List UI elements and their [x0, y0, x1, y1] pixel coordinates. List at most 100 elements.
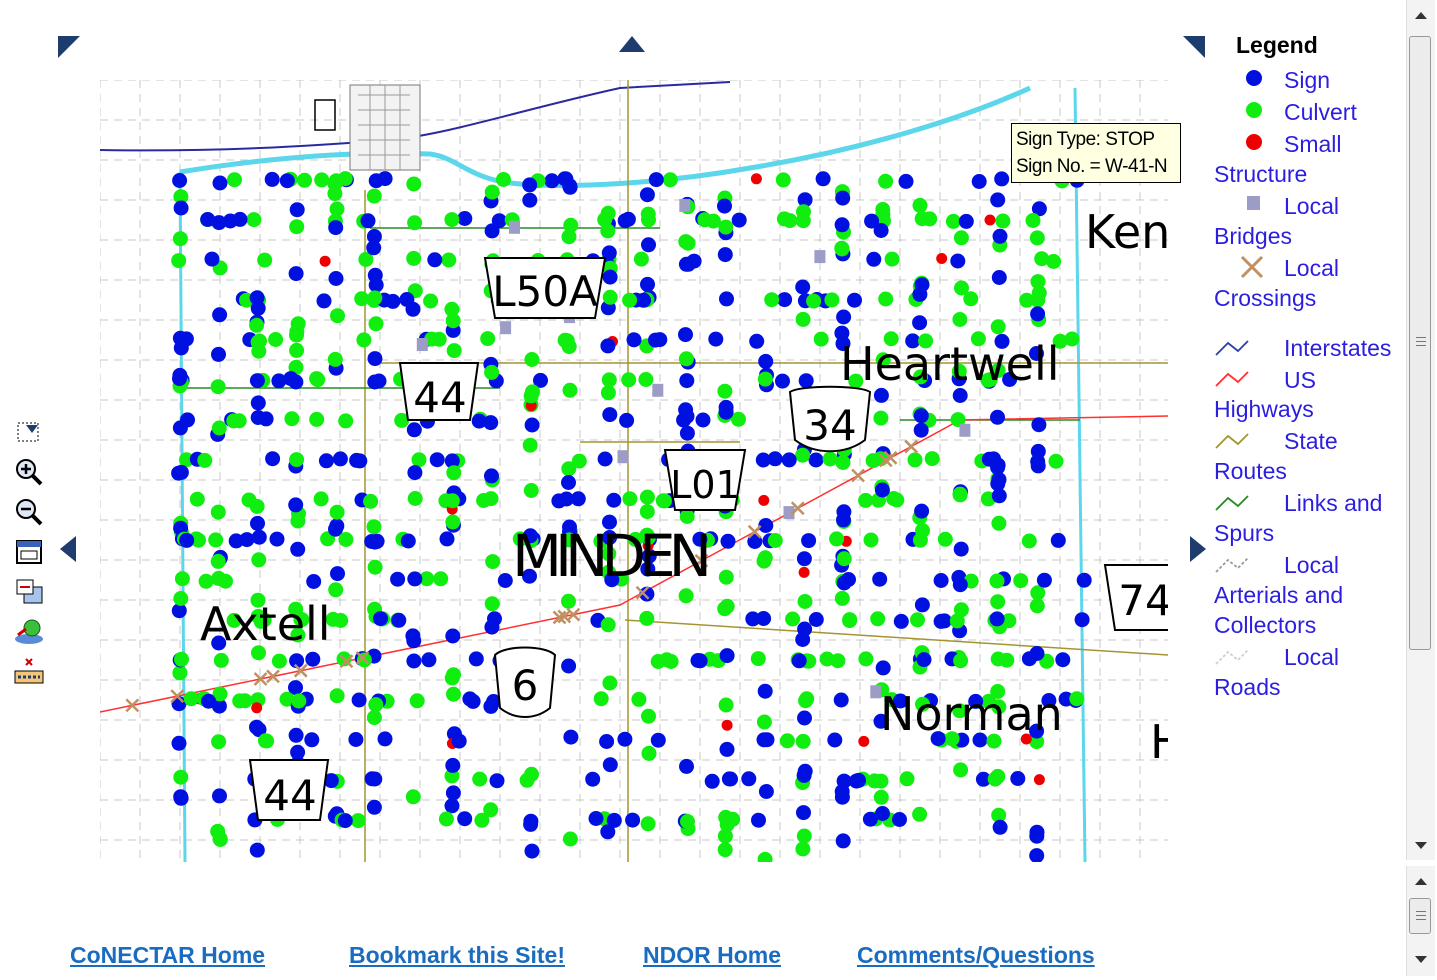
- sign-marker[interactable]: [958, 213, 974, 229]
- culvert-marker[interactable]: [731, 411, 746, 427]
- culvert-marker[interactable]: [953, 230, 969, 246]
- small-structure-marker[interactable]: [984, 214, 996, 226]
- culvert-marker[interactable]: [325, 611, 341, 627]
- sign-marker[interactable]: [522, 528, 538, 544]
- culvert-marker[interactable]: [212, 686, 228, 702]
- culvert-marker[interactable]: [717, 842, 733, 858]
- sign-marker[interactable]: [1029, 346, 1044, 361]
- sign-marker[interactable]: [558, 171, 574, 187]
- sign-marker[interactable]: [833, 692, 849, 708]
- culvert-marker[interactable]: [314, 172, 330, 188]
- sign-marker[interactable]: [796, 767, 812, 783]
- sign-marker[interactable]: [994, 171, 1010, 187]
- sign-marker[interactable]: [719, 648, 735, 664]
- culvert-marker[interactable]: [524, 384, 540, 400]
- culvert-marker[interactable]: [211, 420, 227, 436]
- sign-marker[interactable]: [692, 531, 708, 547]
- culvert-marker[interactable]: [870, 611, 886, 627]
- sign-marker[interactable]: [717, 198, 732, 214]
- culvert-marker[interactable]: [1019, 292, 1035, 308]
- culvert-marker[interactable]: [519, 772, 535, 788]
- sign-marker[interactable]: [791, 653, 807, 669]
- culvert-marker[interactable]: [951, 363, 967, 379]
- sign-marker[interactable]: [249, 719, 264, 735]
- crossing-marker[interactable]: [851, 468, 865, 483]
- sign-marker[interactable]: [328, 271, 344, 286]
- culvert-marker[interactable]: [232, 693, 248, 709]
- full-extent-icon[interactable]: [12, 535, 46, 569]
- sign-marker[interactable]: [201, 693, 216, 709]
- sign-marker[interactable]: [606, 812, 622, 828]
- culvert-marker[interactable]: [834, 240, 850, 256]
- sign-marker[interactable]: [1002, 372, 1018, 387]
- culvert-marker[interactable]: [875, 352, 891, 368]
- sign-marker[interactable]: [559, 491, 574, 507]
- culvert-marker[interactable]: [990, 594, 1006, 610]
- sign-marker[interactable]: [749, 333, 765, 349]
- culvert-marker[interactable]: [600, 617, 616, 633]
- culvert-marker[interactable]: [522, 437, 538, 453]
- culvert-marker[interactable]: [963, 291, 979, 307]
- culvert-marker[interactable]: [719, 598, 735, 614]
- culvert-marker[interactable]: [796, 828, 812, 844]
- crossing-marker[interactable]: [253, 672, 268, 686]
- culvert-marker[interactable]: [251, 645, 266, 661]
- crossing-marker[interactable]: [355, 651, 370, 665]
- culvert-marker[interactable]: [246, 212, 262, 228]
- culvert-marker[interactable]: [472, 771, 488, 787]
- sign-marker[interactable]: [893, 613, 909, 629]
- culvert-marker[interactable]: [678, 351, 694, 367]
- sign-marker[interactable]: [602, 269, 618, 285]
- culvert-marker[interactable]: [602, 675, 618, 691]
- culvert-marker[interactable]: [183, 691, 199, 707]
- culvert-marker[interactable]: [1029, 230, 1045, 246]
- sign-marker[interactable]: [1031, 417, 1047, 433]
- sign-marker[interactable]: [1030, 458, 1046, 474]
- culvert-marker[interactable]: [444, 493, 460, 509]
- culvert-marker[interactable]: [367, 290, 383, 306]
- sign-marker[interactable]: [758, 353, 774, 369]
- sign-marker[interactable]: [349, 452, 365, 468]
- culvert-marker[interactable]: [600, 385, 616, 401]
- culvert-marker[interactable]: [950, 412, 966, 428]
- sign-marker[interactable]: [457, 811, 473, 827]
- culvert-marker[interactable]: [250, 592, 266, 608]
- pan-north-arrow[interactable]: [619, 36, 645, 52]
- culvert-marker[interactable]: [912, 197, 928, 213]
- sign-marker[interactable]: [491, 213, 507, 229]
- sign-marker[interactable]: [875, 660, 891, 676]
- sign-marker[interactable]: [369, 533, 385, 549]
- culvert-marker[interactable]: [446, 667, 461, 683]
- sign-marker[interactable]: [873, 713, 889, 729]
- sign-marker[interactable]: [457, 211, 473, 226]
- culvert-marker[interactable]: [915, 696, 930, 712]
- sign-marker[interactable]: [405, 628, 421, 644]
- sign-marker[interactable]: [427, 252, 443, 268]
- crossing-marker[interactable]: [339, 654, 354, 669]
- sign-marker[interactable]: [641, 237, 656, 253]
- culvert-marker[interactable]: [650, 654, 666, 669]
- sign-marker[interactable]: [279, 173, 295, 189]
- sign-marker[interactable]: [406, 422, 422, 438]
- culvert-marker[interactable]: [718, 219, 734, 235]
- sign-marker[interactable]: [212, 175, 228, 191]
- culvert-marker[interactable]: [858, 492, 874, 508]
- sign-marker[interactable]: [991, 488, 1007, 504]
- pan-west-arrow[interactable]: [60, 536, 76, 562]
- sign-marker[interactable]: [451, 733, 467, 749]
- culvert-marker[interactable]: [597, 212, 613, 228]
- culvert-marker[interactable]: [562, 831, 578, 847]
- culvert-marker[interactable]: [328, 582, 344, 598]
- sign-marker[interactable]: [332, 451, 348, 467]
- culvert-marker[interactable]: [944, 731, 960, 747]
- culvert-marker[interactable]: [795, 213, 811, 229]
- culvert-marker[interactable]: [249, 498, 265, 514]
- sign-marker[interactable]: [796, 805, 811, 821]
- sign-marker[interactable]: [695, 412, 711, 428]
- sign-marker[interactable]: [239, 532, 255, 548]
- culvert-marker[interactable]: [795, 447, 811, 463]
- culvert-marker[interactable]: [918, 333, 934, 349]
- sign-marker[interactable]: [874, 482, 890, 498]
- sign-marker[interactable]: [952, 388, 968, 403]
- culvert-marker[interactable]: [561, 532, 577, 548]
